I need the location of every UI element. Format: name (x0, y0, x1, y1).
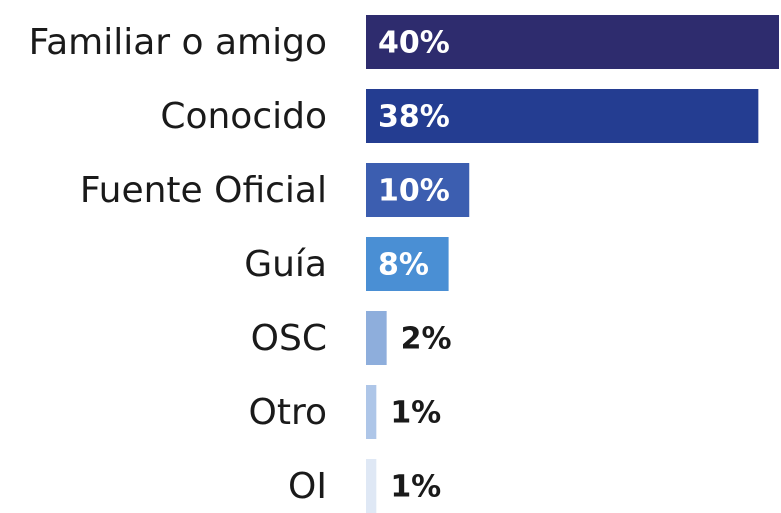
bar (366, 311, 387, 365)
category-label: Familiar o amigo (29, 22, 327, 63)
value-label: 10% (378, 174, 450, 209)
bar (366, 163, 470, 217)
category-label: Guía (244, 244, 327, 285)
bar (366, 237, 449, 291)
category-label: Otro (249, 392, 328, 433)
bar (366, 459, 377, 513)
value-label: 1% (390, 470, 441, 505)
bar (366, 385, 377, 439)
value-label: 40% (378, 26, 450, 61)
category-label: Fuente Oficial (80, 170, 327, 211)
value-label: 8% (378, 248, 429, 283)
value-label: 38% (378, 100, 450, 135)
category-label: OI (288, 466, 327, 507)
value-label: 1% (390, 396, 441, 431)
bar (366, 89, 759, 143)
value-label: 2% (401, 322, 452, 357)
category-label: Conocido (160, 96, 327, 137)
category-label: OSC (251, 318, 327, 359)
bar (366, 15, 779, 69)
